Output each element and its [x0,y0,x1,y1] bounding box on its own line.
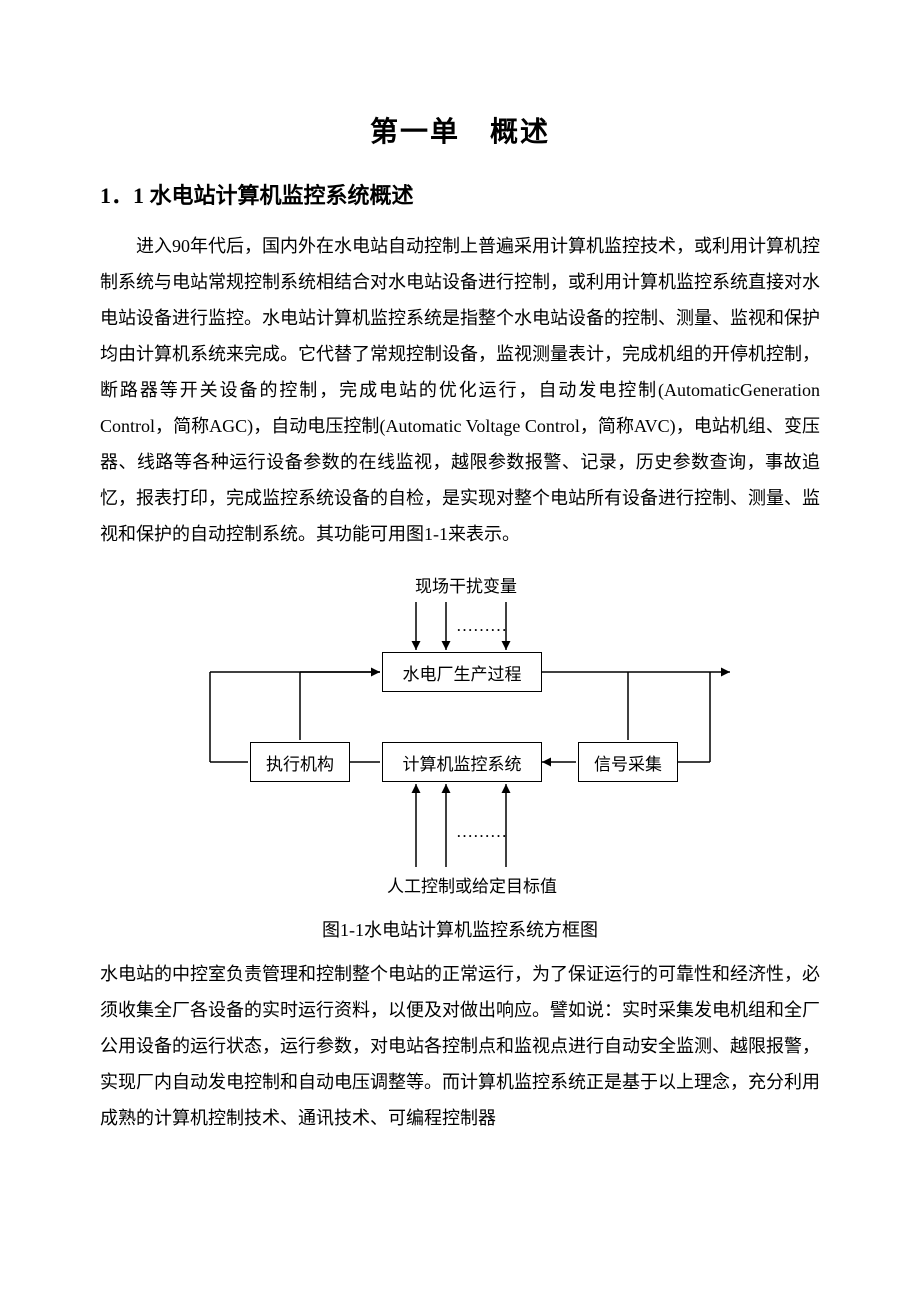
figure-caption: 图1-1水电站计算机监控系统方框图 [100,916,820,942]
paragraph-1: 进入90年代后，国内外在水电站自动控制上普遍采用计算机监控技术，或利用计算机控制… [100,228,820,552]
node-process: 水电厂生产过程 [382,652,542,692]
paragraph-2: 水电站的中控室负责管理和控制整个电站的正常运行，为了保证运行的可靠性和经济性，必… [100,956,820,1136]
diagram-wrap: 现场干扰变量水电厂生产过程执行机构计算机监控系统信号采集人工控制或给定目标值 ……… [100,572,820,902]
chapter-title: 第一单 概述 [100,110,820,150]
node-bottom_label: 人工控制或给定目标值 [372,872,572,896]
node-monitor: 计算机监控系统 [382,742,542,782]
node-exec: 执行机构 [250,742,350,782]
node-signal: 信号采集 [578,742,678,782]
section-title: 1．1 水电站计算机监控系统概述 [100,178,820,210]
node-top_label: 现场干扰变量 [406,572,526,596]
dots-bottom: ……… [456,822,507,842]
dots-top: ……… [456,616,507,636]
page: 第一单 概述 1．1 水电站计算机监控系统概述 进入90年代后，国内外在水电站自… [0,0,920,1302]
flowchart-diagram: 现场干扰变量水电厂生产过程执行机构计算机监控系统信号采集人工控制或给定目标值 ……… [180,572,740,902]
